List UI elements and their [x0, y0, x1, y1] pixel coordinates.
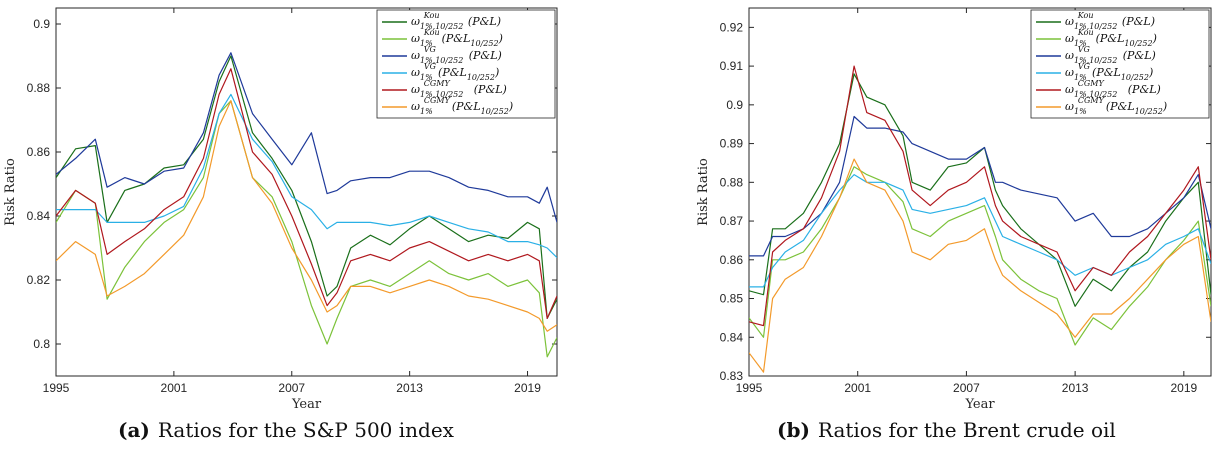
y-axis-label: Risk Ratio: [696, 158, 711, 226]
x-axis-label: Year: [964, 397, 995, 410]
series-line-1: [56, 100, 557, 358]
x-tick-label: 2019: [514, 381, 541, 395]
x-tick-label: 2007: [278, 381, 305, 395]
y-tick-label: 0.92: [720, 20, 744, 34]
x-tick-label: 2013: [396, 381, 423, 395]
series-line-0: [749, 73, 1211, 307]
y-tick-label: 0.84: [27, 209, 51, 223]
x-tick-label: 1995: [43, 381, 70, 395]
caption-b: (b) Ratios for the Brent crude oil: [777, 418, 1116, 442]
y-tick-label: 0.84: [720, 330, 744, 344]
x-tick-label: 2001: [161, 381, 188, 395]
y-tick-label: 0.89: [720, 137, 744, 151]
y-tick-label: 0.87: [720, 214, 744, 228]
y-tick-label: 0.9: [726, 98, 743, 112]
legend-label-5: ω1%CGMY (P&L10/252): [411, 96, 513, 116]
y-tick-label: 0.88: [720, 175, 744, 189]
chart-panel-a: 0.8 0.82 0.84 0.86 0.88 0.9 1995 2001 2007 2013 20…: [0, 0, 606, 466]
legend-label-3: ω1%VG (P&L10/252): [411, 62, 499, 82]
y-tick-label: 0.82: [27, 273, 51, 287]
series-line-2: [56, 52, 557, 223]
series-line-3: [56, 93, 557, 259]
y-tick-label: 0.86: [720, 253, 744, 267]
legend-label-0: ω1%,10/252Kou (P&L): [411, 11, 501, 31]
legend: ω1%,10/252Kou (P&L)ω1%Kou (P&L10/252)ω1%,1…: [376, 9, 556, 119]
x-tick-label: 2019: [1170, 381, 1197, 395]
legend-label-3: ω1%VG (P&L10/252): [1065, 62, 1153, 82]
y-axis-label: Risk Ratio: [3, 158, 18, 226]
legend-box: [1030, 9, 1210, 119]
y-tick-label: 0.88: [27, 81, 51, 95]
chart-panel-b: 0.83 0.84 0.85 0.86 0.87 0.88 0.89 0.9 0.91 0.92 1…: [607, 0, 1213, 466]
caption-b-tag: (b): [777, 418, 810, 442]
series-group: [749, 65, 1211, 373]
legend-label-2: ω1%,10/252VG (P&L): [411, 45, 502, 65]
caption-a-tag: (a): [118, 418, 150, 442]
caption-a-text: Ratios for the S&P 500 index: [157, 418, 454, 442]
series-line-3: [749, 174, 1211, 288]
series-line-4: [56, 68, 557, 319]
caption-b-text: Ratios for the Brent crude oil: [817, 418, 1116, 442]
x-tick-label: 2013: [1062, 381, 1089, 395]
chart-a-svg: 0.8 0.82 0.84 0.86 0.88 0.9 1995 2001 2007 2013 20…: [3, 7, 558, 410]
x-tick-label: 2001: [844, 381, 871, 395]
y-tick-label: 0.9: [33, 17, 50, 31]
caption-a: (a) Ratios for the S&P 500 index: [118, 418, 454, 442]
x-axis-label: Year: [291, 397, 322, 410]
series-line-5: [749, 158, 1211, 373]
chart-b-svg: 0.83 0.84 0.85 0.86 0.87 0.88 0.89 0.9 0.91 0.92 1…: [696, 7, 1212, 410]
legend-label-4: ω1%,10/252CGMY (P&L): [1065, 79, 1161, 99]
x-tick-label: 2007: [953, 381, 980, 395]
series-line-2: [749, 115, 1211, 257]
series-line-0: [56, 55, 557, 319]
legend-label-5: ω1%CGMY (P&L10/252): [1065, 96, 1167, 116]
y-tick-label: 0.86: [27, 145, 51, 159]
series-group: [56, 52, 557, 358]
y-tick-label: 0.8: [33, 337, 50, 351]
legend-box: [376, 9, 556, 119]
legend-label-2: ω1%,10/252VG (P&L): [1065, 45, 1156, 65]
y-tick-label: 0.83: [720, 369, 744, 383]
legend-label-1: ω1%Kou (P&L10/252): [411, 28, 503, 48]
y-tick-label: 0.91: [720, 59, 744, 73]
y-tick-label: 0.85: [720, 292, 744, 306]
legend: ω1%,10/252Kou (P&L)ω1%Kou (P&L10/252)ω1%,1…: [1030, 9, 1210, 119]
series-line-4: [749, 65, 1211, 327]
series-line-5: [56, 100, 557, 332]
legend-label-4: ω1%,10/252CGMY (P&L): [411, 79, 507, 99]
legend-label-0: ω1%,10/252Kou (P&L): [1065, 11, 1155, 31]
x-tick-label: 1995: [736, 381, 763, 395]
series-line-1: [749, 166, 1211, 346]
legend-label-1: ω1%Kou (P&L10/252): [1065, 28, 1157, 48]
